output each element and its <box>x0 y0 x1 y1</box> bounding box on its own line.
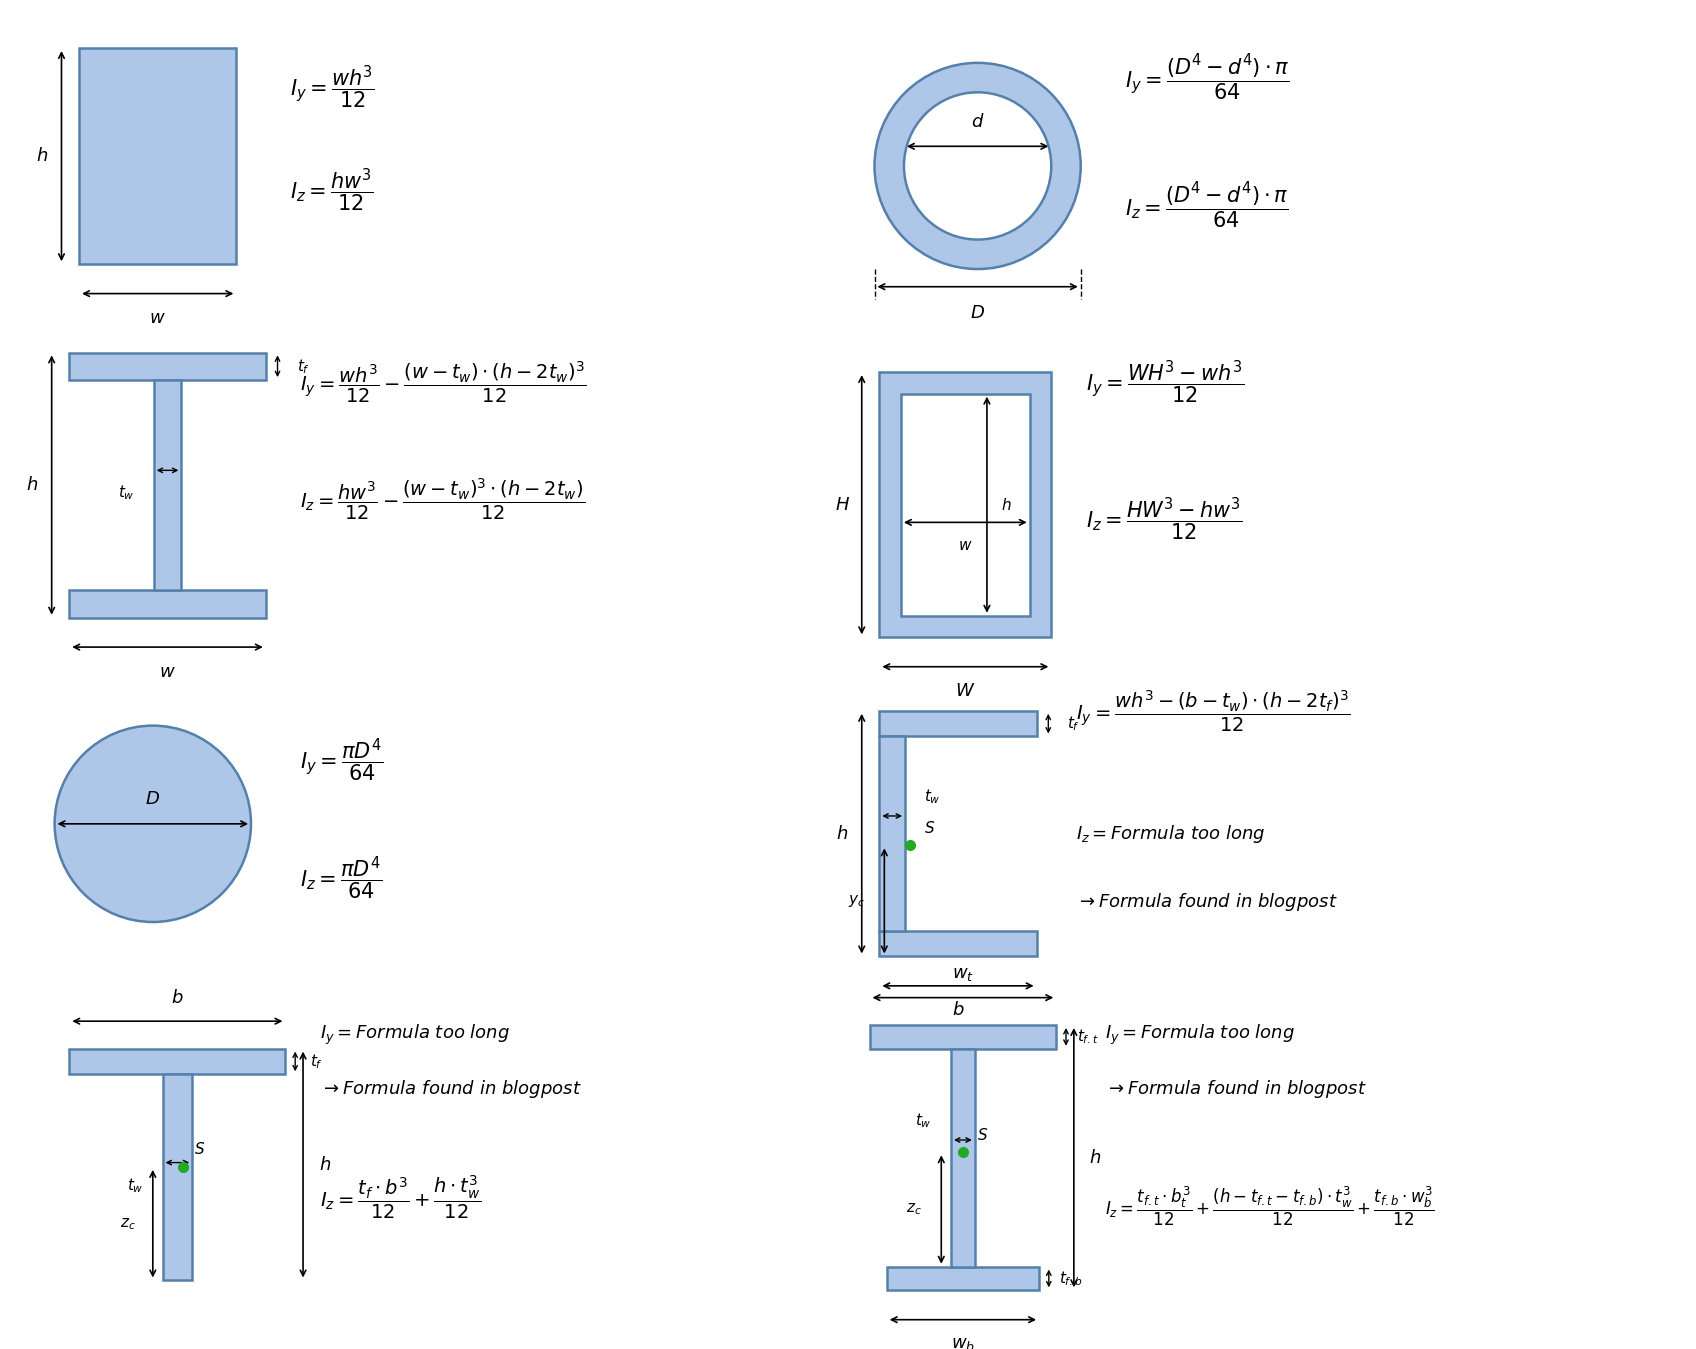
Text: $I_y = \dfrac{\pi D^4}{64}$: $I_y = \dfrac{\pi D^4}{64}$ <box>300 737 383 784</box>
Text: $H$: $H$ <box>834 495 850 514</box>
Text: $h$: $h$ <box>36 147 47 165</box>
Text: $w_t$: $w_t$ <box>951 965 974 983</box>
Text: $D$: $D$ <box>146 791 161 808</box>
Text: $W$: $W$ <box>955 683 975 700</box>
Text: $h$: $h$ <box>1089 1149 1101 1167</box>
Text: $I_z = \dfrac{t_{f.t}\cdot b_t^3}{12}+\dfrac{(h-t_{f.t}-t_{f.b})\cdot t_w^3}{12}: $I_z = \dfrac{t_{f.t}\cdot b_t^3}{12}+\d… <box>1106 1186 1435 1229</box>
Bar <box>870 1025 1057 1048</box>
Text: $I_y = Formula\ too\ long$: $I_y = Formula\ too\ long$ <box>321 1023 510 1047</box>
Text: $I_z = \dfrac{\pi D^4}{64}$: $I_z = \dfrac{\pi D^4}{64}$ <box>300 854 382 901</box>
Text: $w_b$: $w_b$ <box>951 1336 975 1349</box>
Bar <box>70 1048 285 1074</box>
Text: $I_y = \dfrac{WH^3-wh^3}{12}$: $I_y = \dfrac{WH^3-wh^3}{12}$ <box>1085 357 1243 406</box>
Text: $t_f$: $t_f$ <box>1067 715 1080 733</box>
Bar <box>880 737 906 931</box>
Text: $I_z = Formula\ too\ long$: $I_z = Formula\ too\ long$ <box>1075 823 1265 844</box>
Text: $\rightarrow Formula\ found\ in\ blogpost$: $\rightarrow Formula\ found\ in\ blogpos… <box>321 1078 582 1099</box>
Bar <box>154 380 181 590</box>
Text: $t_w$: $t_w$ <box>119 483 134 502</box>
Bar <box>887 1267 1040 1290</box>
Text: $I_z = \dfrac{hw^3}{12} - \dfrac{(w-t_w)^3\cdot(h-2t_w)}{12}$: $I_z = \dfrac{hw^3}{12} - \dfrac{(w-t_w)… <box>300 478 585 522</box>
Bar <box>951 1048 975 1267</box>
Text: $w$: $w$ <box>149 309 166 328</box>
Bar <box>70 352 266 380</box>
Text: $I_y = \dfrac{(D^4-d^4)\cdot\pi}{64}$: $I_y = \dfrac{(D^4-d^4)\cdot\pi}{64}$ <box>1124 53 1289 103</box>
Text: $h$: $h$ <box>25 476 37 494</box>
Text: $I_z = \dfrac{t_f\cdot b^3}{12} + \dfrac{h\cdot t_w^3}{12}$: $I_z = \dfrac{t_f\cdot b^3}{12} + \dfrac… <box>321 1174 482 1221</box>
Text: $h$: $h$ <box>1001 496 1013 513</box>
Text: $h$: $h$ <box>319 1156 331 1174</box>
Text: $w$: $w$ <box>159 662 176 681</box>
Text: $I_y = \dfrac{wh^3}{12} - \dfrac{(w-t_w)\cdot(h-2t_w)^3}{12}$: $I_y = \dfrac{wh^3}{12} - \dfrac{(w-t_w)… <box>300 359 587 405</box>
Text: $I_y = \dfrac{wh^3-(b-t_w)\cdot(h-2t_f)^3}{12}$: $I_y = \dfrac{wh^3-(b-t_w)\cdot(h-2t_f)^… <box>1075 688 1350 734</box>
Bar <box>880 372 1052 637</box>
Text: $t_f$: $t_f$ <box>310 1052 324 1071</box>
Bar <box>901 394 1029 615</box>
Circle shape <box>904 92 1052 240</box>
Text: $t_w$: $t_w$ <box>916 1112 931 1129</box>
Text: $t_w$: $t_w$ <box>127 1176 144 1194</box>
Bar <box>80 49 236 264</box>
Text: $y_c$: $y_c$ <box>848 893 865 909</box>
Bar <box>70 590 266 618</box>
Text: $z_c$: $z_c$ <box>906 1202 921 1217</box>
Text: $t_{f.t}$: $t_{f.t}$ <box>1077 1028 1099 1047</box>
Text: $S$: $S$ <box>195 1141 205 1157</box>
Text: $t_f$: $t_f$ <box>297 357 310 375</box>
Text: $I_y = \dfrac{wh^3}{12}$: $I_y = \dfrac{wh^3}{12}$ <box>290 63 375 111</box>
Text: $I_y = Formula\ too\ long$: $I_y = Formula\ too\ long$ <box>1106 1023 1296 1047</box>
Circle shape <box>54 726 251 921</box>
Text: $I_z = \dfrac{HW^3-hw^3}{12}$: $I_z = \dfrac{HW^3-hw^3}{12}$ <box>1085 495 1241 544</box>
Circle shape <box>875 63 1080 268</box>
Text: $t_{f.b}$: $t_{f.b}$ <box>1058 1269 1082 1288</box>
Bar <box>880 711 1036 737</box>
Bar <box>163 1074 192 1280</box>
Text: $d$: $d$ <box>970 113 984 131</box>
Text: $I_z = \dfrac{(D^4-d^4)\cdot\pi}{64}$: $I_z = \dfrac{(D^4-d^4)\cdot\pi}{64}$ <box>1124 179 1289 231</box>
Text: $h$: $h$ <box>836 824 848 843</box>
Text: $S$: $S$ <box>924 820 934 836</box>
Text: $b$: $b$ <box>171 989 183 1006</box>
Text: $\rightarrow Formula\ found\ in\ blogpost$: $\rightarrow Formula\ found\ in\ blogpos… <box>1075 892 1338 913</box>
Bar <box>880 931 1036 956</box>
Text: $t_w$: $t_w$ <box>924 786 941 805</box>
Text: $S$: $S$ <box>977 1126 989 1143</box>
Text: $D$: $D$ <box>970 305 985 322</box>
Text: $w$: $w$ <box>958 538 972 553</box>
Text: $I_z = \dfrac{hw^3}{12}$: $I_z = \dfrac{hw^3}{12}$ <box>290 167 373 214</box>
Text: $z_c$: $z_c$ <box>120 1215 136 1232</box>
Text: $b$: $b$ <box>951 1001 965 1020</box>
Text: $\rightarrow Formula\ found\ in\ blogpost$: $\rightarrow Formula\ found\ in\ blogpos… <box>1106 1078 1367 1099</box>
